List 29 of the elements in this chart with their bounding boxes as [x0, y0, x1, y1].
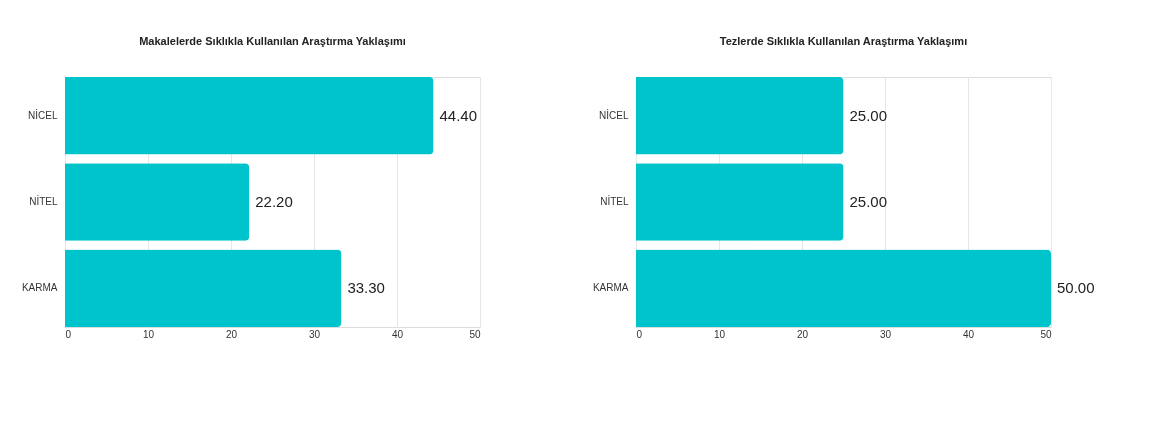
y-tick-label: NİTEL — [29, 195, 58, 207]
x-tick-label: 10 — [142, 328, 155, 340]
x-tick-label: 10 — [713, 328, 726, 340]
bar — [65, 249, 342, 327]
data-label: 25.00 — [849, 106, 888, 124]
x-tick-label: 20 — [225, 328, 238, 340]
data-label: 44.40 — [439, 106, 478, 124]
x-tick-label: 40 — [391, 328, 404, 340]
y-tick-label: NİCEL — [599, 108, 629, 121]
x-tick-label: 0 — [636, 328, 643, 340]
y-tick-label: NİCEL — [28, 108, 58, 121]
x-tick-label: 30 — [879, 328, 892, 340]
x-tick-label: 50 — [469, 328, 481, 340]
data-label: 22.20 — [255, 193, 293, 210]
data-label: 33.30 — [347, 279, 385, 297]
chart-title: Tezlerde Sıklıkla Kullanılan Araştırma Yaklaşımı — [719, 35, 968, 47]
y-tick-label: KARMA — [592, 282, 629, 294]
y-tick-label: KARMA — [21, 282, 58, 294]
bar — [65, 77, 434, 155]
x-tick-label: 30 — [308, 328, 321, 340]
y-tick-label: NİTEL — [600, 195, 629, 207]
x-tick-label: 0 — [65, 328, 72, 340]
chart-title: Makalelerde Sıklıkla Kullanılan Araştırma Yaklaşımı — [139, 35, 406, 47]
data-label: 25.00 — [849, 193, 888, 210]
data-label: 50.00 — [1057, 279, 1095, 297]
x-tick-label: 40 — [962, 328, 975, 340]
bar — [65, 163, 250, 241]
x-tick-label: 20 — [796, 328, 809, 340]
x-tick-label: 50 — [1040, 328, 1052, 340]
